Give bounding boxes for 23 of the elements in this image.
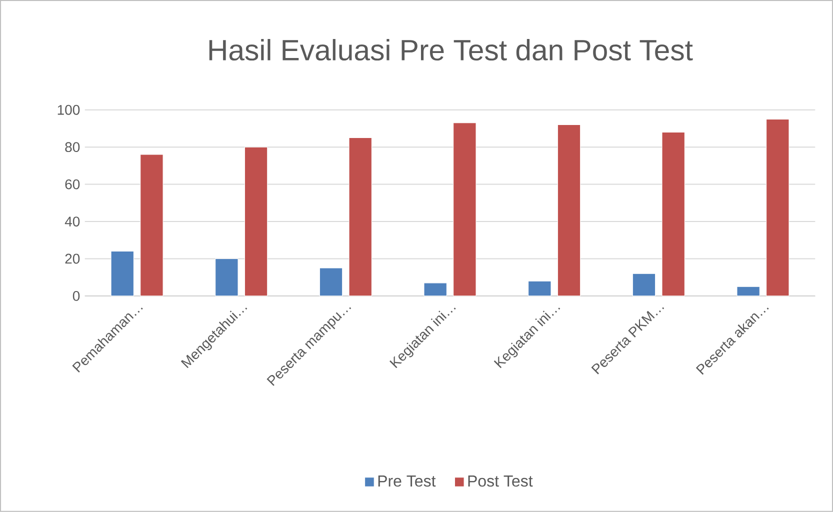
bar	[424, 282, 447, 296]
y-tick-label: 80	[65, 142, 80, 152]
bar	[736, 286, 760, 296]
bar	[110, 251, 134, 296]
bar	[528, 280, 552, 296]
y-tick-label: 60	[65, 179, 80, 190]
bar	[348, 138, 372, 296]
legend-label: Pre Test	[378, 476, 436, 487]
bar	[766, 118, 790, 296]
bar	[319, 268, 343, 296]
y-tick-label: 20	[65, 254, 80, 264]
bar	[244, 146, 268, 296]
y-tick-label: 0	[72, 291, 80, 301]
bar	[140, 154, 164, 296]
bar	[557, 124, 581, 296]
y-tick-label: 100	[58, 104, 80, 115]
bar	[215, 258, 238, 296]
bar	[662, 132, 685, 296]
bar	[453, 122, 476, 296]
bar	[632, 273, 656, 296]
legend-label: Post Test	[468, 476, 533, 487]
chart-title: Hasil Evaluasi Pre Test dan Post Test	[209, 39, 693, 61]
y-tick-label: 40	[64, 216, 80, 227]
